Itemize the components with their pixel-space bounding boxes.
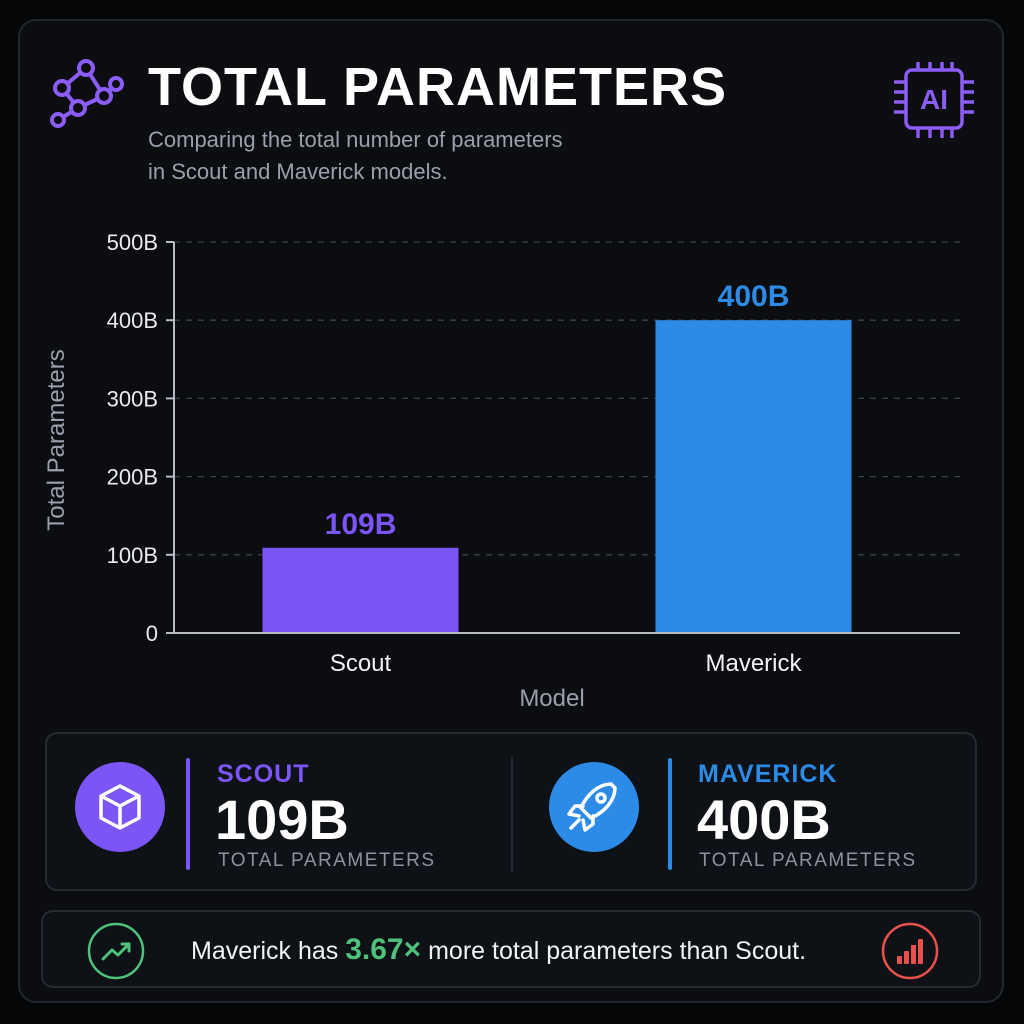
summary-text-after: more total parameters than Scout. <box>428 937 807 965</box>
scout-stat-sub: TOTAL PARAMETERS <box>218 850 436 871</box>
y-axis-title: Total Parameters <box>43 349 70 530</box>
maverick-stat-sub: TOTAL PARAMETERS <box>699 850 917 871</box>
bars: 109B 400B <box>262 280 852 633</box>
data-label-scout: 109B <box>325 508 397 541</box>
maverick-badge <box>549 762 639 852</box>
y-tick-label: 200B <box>107 465 158 490</box>
summary-footer: Maverick has 3.67× more total parameters… <box>41 910 981 988</box>
bar-chart-icon <box>881 922 939 980</box>
rocket-icon <box>567 782 617 832</box>
ai-chip-icon: AI <box>894 62 974 138</box>
trend-up-icon <box>87 922 145 980</box>
summary-ratio: 3.67× <box>345 933 422 966</box>
maverick-stat-value: 400B <box>697 788 831 851</box>
x-tick-label-scout: Scout <box>330 650 392 677</box>
maverick-accent-bar <box>668 758 672 870</box>
y-tick-label: 500B <box>107 230 158 255</box>
y-tick-label: 300B <box>107 386 158 411</box>
bar-maverick <box>655 320 852 633</box>
y-tick-label: 100B <box>107 543 158 568</box>
ai-badge-label: AI <box>920 84 948 115</box>
page-subtitle: Comparing the total number of parameters… <box>148 124 668 188</box>
x-tick-label-maverick: Maverick <box>705 650 802 677</box>
axes: 0 100B 200B 300B 400B 500B Scout Maverick <box>107 230 960 677</box>
page-title: TOTAL PARAMETERS <box>148 57 728 117</box>
network-graph-icon <box>50 59 124 128</box>
scout-stat-name: SCOUT <box>217 760 310 788</box>
summary-text: Maverick has 3.67× more total parameters… <box>191 932 806 969</box>
y-tick-label: 0 <box>146 621 158 646</box>
scout-badge <box>75 762 165 852</box>
scout-stat-value: 109B <box>215 788 349 851</box>
y-tick-label: 400B <box>107 308 158 333</box>
bar-chart: 109B 400B 0 100B 200B 300B 400B 500B Scout Maver… <box>43 230 960 712</box>
bar-scout <box>262 547 459 633</box>
data-label-maverick: 400B <box>718 280 790 313</box>
cube-icon <box>99 784 141 830</box>
stats-divider <box>511 756 513 872</box>
scout-accent-bar <box>186 758 190 870</box>
x-axis-title: Model <box>519 685 584 712</box>
subtitle-line-2: in Scout and Maverick models. <box>148 159 448 184</box>
summary-text-before: Maverick has <box>191 937 339 965</box>
subtitle-line-1: Comparing the total number of parameters <box>148 127 563 152</box>
maverick-stat-name: MAVERICK <box>698 760 838 788</box>
stats-panel: SCOUT 109B TOTAL PARAMETERS MAVERICK 400… <box>45 732 977 891</box>
